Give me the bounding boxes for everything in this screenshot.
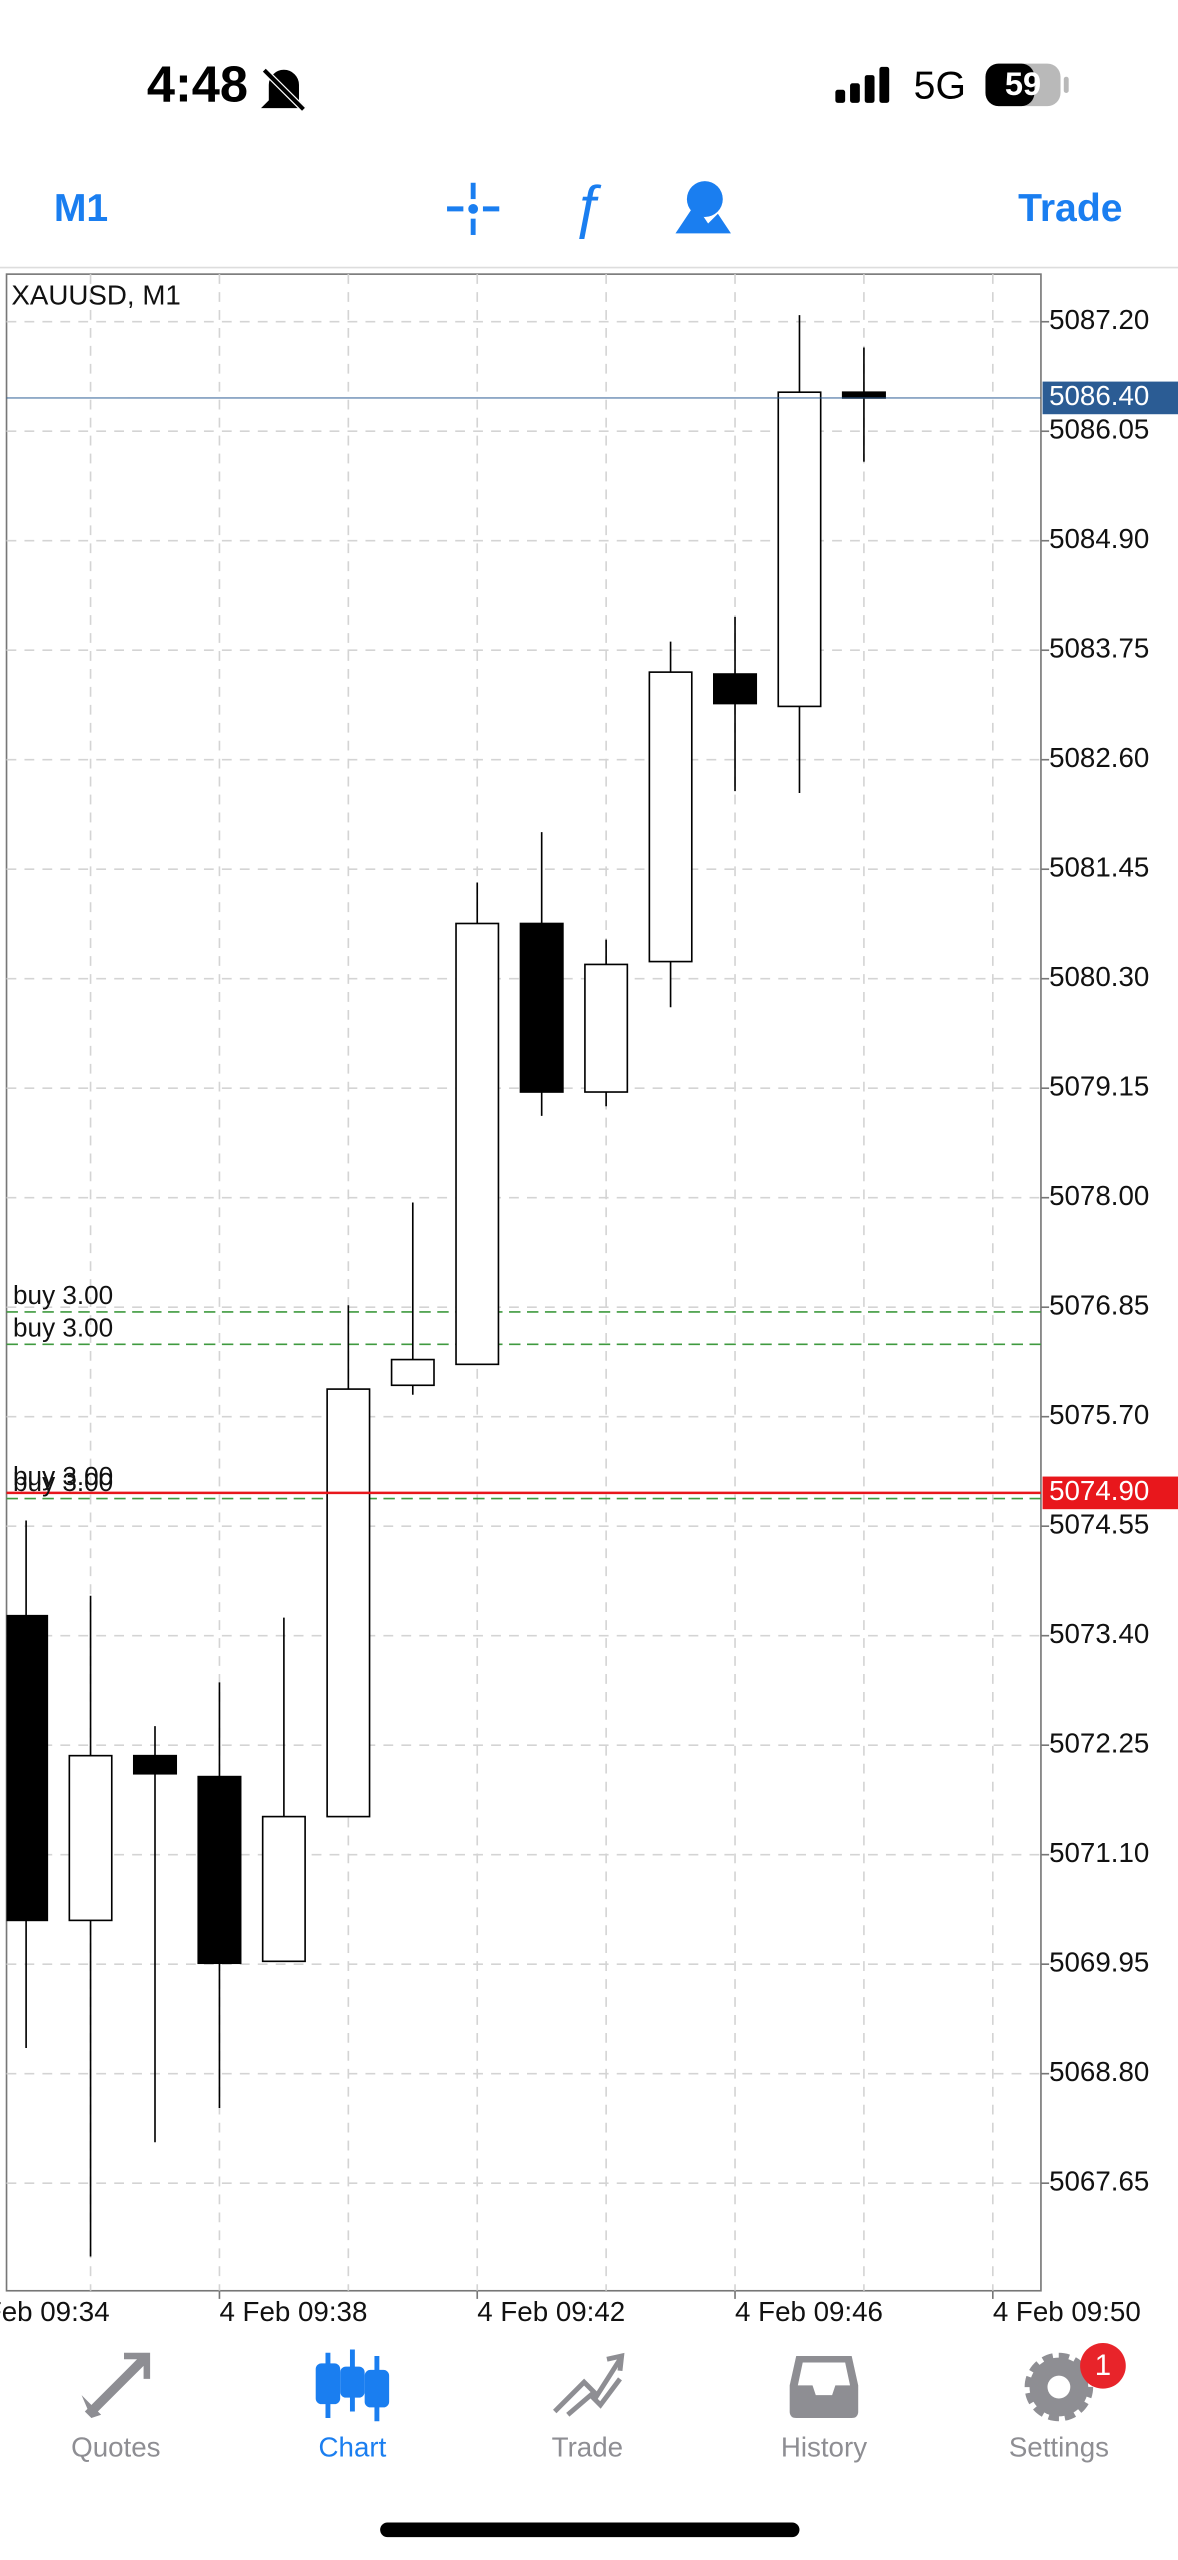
candle-body (648, 671, 693, 963)
price-label: 5086.40 (1049, 380, 1149, 411)
indicators-button[interactable]: ƒ (571, 174, 604, 239)
y-tick-label: 5073.40 (1049, 1618, 1149, 1649)
badge: 1 (1095, 2349, 1111, 2382)
tab-label[interactable]: Trade (552, 2431, 623, 2462)
y-tick-label: 5071.10 (1049, 1837, 1149, 1868)
candle-body (841, 391, 886, 399)
y-tick-label: 5072.25 (1049, 1728, 1149, 1759)
status-time: 4:48 (147, 55, 248, 112)
candle-body (584, 963, 629, 1093)
quotes-icon (81, 2352, 151, 2419)
history-icon (789, 2356, 859, 2419)
x-tick-label: 4 Feb 09:38 (219, 2296, 367, 2327)
trade-icon (553, 2352, 625, 2417)
price-marker (1042, 1476, 1178, 1510)
tab-bar: Quotes Chart Trade History Settings 1 (71, 2342, 1126, 2462)
battery: 59 (985, 63, 1069, 107)
candle-body (713, 673, 758, 705)
y-tick-label: 5080.30 (1049, 961, 1149, 992)
candle-body (197, 1775, 242, 1965)
order-label: buy 3.00 (13, 1313, 113, 1343)
y-tick-label: 5069.95 (1049, 1947, 1149, 1978)
axes: 5087.20 5086.05 5084.90 5083.75 5082.60 5081.… (0, 304, 1178, 2327)
y-tick-label: 5078.00 (1049, 1180, 1149, 1211)
candle-body (132, 1754, 178, 1775)
silent-icon (260, 66, 308, 114)
candle-body (326, 1388, 371, 1818)
order-label: buy 3.00 (13, 1461, 113, 1491)
chart-title: XAUUSD, M1 (11, 279, 180, 310)
crosshair-button[interactable] (447, 182, 500, 235)
y-tick-label: 5074.55 (1049, 1509, 1149, 1540)
y-tick-label: 5075.70 (1049, 1399, 1149, 1430)
chart: 5087.20 5086.05 5084.90 5083.75 5082.60 5081.… (0, 273, 1178, 2327)
candle-body (390, 1358, 435, 1387)
order-label: buy 3.00 (13, 1280, 113, 1310)
network: 5G (914, 64, 966, 107)
order-label: buy 3.00 (13, 1467, 113, 1497)
settings-icon (1024, 2342, 1126, 2422)
home-indicator (380, 2522, 800, 2538)
signal-icon (835, 66, 890, 103)
y-tick-label: 5076.85 (1049, 1290, 1149, 1321)
timeframe-button[interactable]: M1 (54, 187, 108, 230)
x-tick-label: 4 Feb 09:34 (0, 2296, 110, 2327)
candle-body (261, 1815, 306, 1963)
y-tick-label: 5087.20 (1049, 304, 1149, 335)
y-tick-label: 5079.15 (1049, 1071, 1149, 1102)
trade-button[interactable]: Trade (1018, 187, 1122, 230)
y-tick-label: 5068.80 (1049, 2056, 1149, 2087)
y-tick-label: 5067.65 (1049, 2165, 1149, 2196)
candle-body (777, 391, 822, 708)
battery-level: 59 (1005, 65, 1041, 102)
price-marker (1042, 381, 1178, 415)
candle-body (519, 922, 564, 1093)
y-tick-label: 5082.60 (1049, 742, 1149, 773)
plot (6, 315, 1041, 2257)
price-label: 5074.90 (1049, 1475, 1149, 1506)
candle-body (68, 1754, 113, 1922)
candle-body (6, 1614, 49, 1922)
objects-button[interactable] (675, 181, 731, 234)
x-tick-label: 4 Feb 09:42 (477, 2296, 625, 2327)
y-tick-label: 5084.90 (1049, 523, 1149, 554)
tab-label[interactable]: Chart (319, 2431, 387, 2462)
y-tick-label: 5086.05 (1049, 414, 1149, 445)
grid (6, 274, 1041, 2291)
tab-label[interactable]: History (781, 2431, 867, 2462)
x-tick-label: 4 Feb 09:46 (735, 2296, 883, 2327)
plot-frame (5, 273, 1042, 2292)
chart-icon (315, 2349, 390, 2422)
candle-body (455, 922, 500, 1366)
tab-label[interactable]: Settings (1009, 2431, 1109, 2462)
y-tick-label: 5081.45 (1049, 852, 1149, 883)
y-tick-label: 5083.75 (1049, 633, 1149, 664)
x-tick-label: 4 Feb 09:50 (993, 2296, 1141, 2327)
tab-label[interactable]: Quotes (71, 2431, 160, 2462)
